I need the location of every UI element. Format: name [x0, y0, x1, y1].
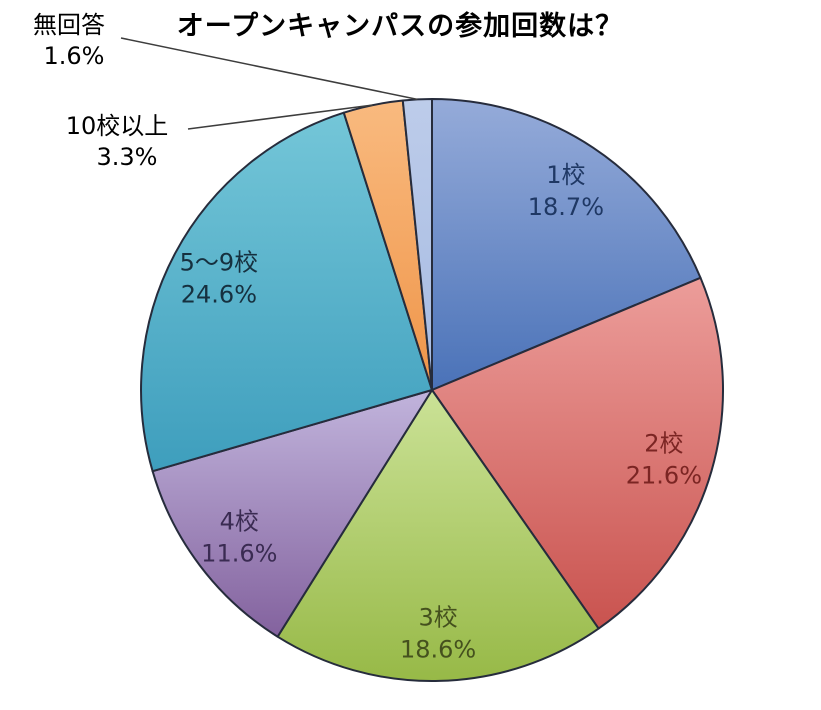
slice-value-6: 3.3% — [97, 143, 158, 171]
slice-label-2: 2校 — [644, 429, 683, 457]
slice-label-5: 5〜9校 — [180, 248, 259, 276]
slice-label-3: 3校 — [418, 604, 457, 632]
slice-value-3: 18.6% — [400, 636, 476, 664]
slice-label-7: 無回答 — [33, 11, 105, 39]
pie-slice-1 — [431, 98, 702, 391]
slice-value-7: 1.6% — [44, 42, 105, 70]
leader-line-7 — [120, 37, 418, 101]
slice-label-1: 1校 — [546, 161, 585, 189]
slice-value-1: 18.7% — [528, 193, 604, 221]
leader-line-6 — [187, 104, 374, 130]
slice-label-6: 10校以上 — [66, 112, 169, 140]
chart-title: オープンキャンパスの参加回数は？ — [176, 11, 624, 42]
slice-value-5: 24.6% — [181, 280, 257, 308]
slice-value-2: 21.6% — [626, 461, 702, 489]
slice-value-4: 11.6% — [201, 540, 277, 568]
pie-slice-2 — [431, 276, 724, 630]
pie-slice-3 — [276, 389, 600, 682]
pie-slice-5 — [140, 111, 433, 473]
slice-label-4: 4校 — [220, 508, 259, 536]
